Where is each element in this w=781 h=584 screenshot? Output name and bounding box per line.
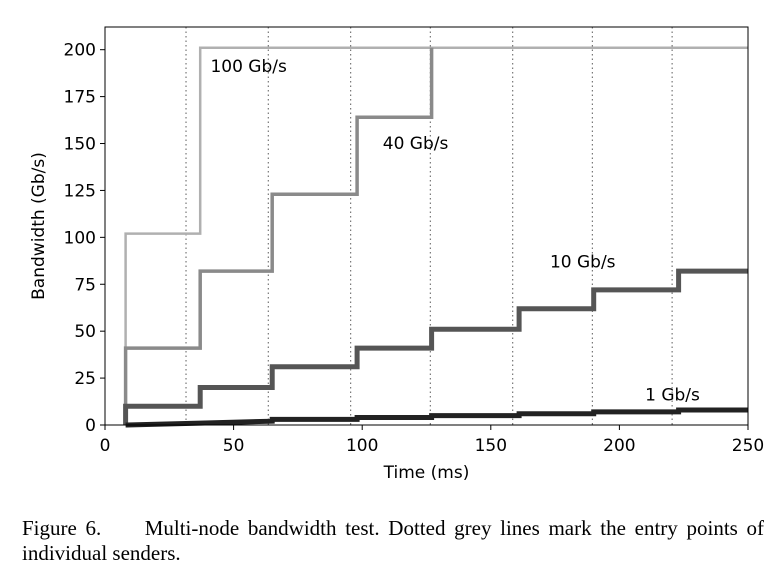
x-tick-label: 200 <box>603 436 635 456</box>
x-tick-label: 100 <box>346 436 378 456</box>
y-tick-label: 200 <box>64 41 96 61</box>
caption-text: Multi-node bandwidth test. Dotted grey l… <box>22 516 764 565</box>
series-label: 100 Gb/s <box>210 57 287 77</box>
figure-caption: Figure 6. Multi-node bandwidth test. Dot… <box>22 516 764 566</box>
series-lines <box>123 46 748 428</box>
x-tick-label: 50 <box>223 436 245 456</box>
axes <box>104 26 749 426</box>
series-line <box>125 407 748 428</box>
series-label: 1 Gb/s <box>645 386 700 406</box>
y-tick-label: 100 <box>64 228 96 248</box>
y-tick-label: 150 <box>64 135 96 155</box>
series-labels: 100 Gb/s 40 Gb/s 10 Gb/s 1 Gb/s <box>210 57 700 405</box>
series-line <box>124 46 748 425</box>
caption-lead: Figure 6. <box>22 516 102 540</box>
series-line <box>123 47 434 425</box>
series-line <box>123 268 748 425</box>
y-tick-label: 175 <box>64 88 96 108</box>
plot-frame <box>104 26 749 426</box>
series-label: 40 Gb/s <box>383 134 449 154</box>
y-tick-label: 75 <box>74 275 96 295</box>
y-tick-label: 50 <box>74 322 96 342</box>
tick-marks: 0 25 50 75 100 125 150 175 200 0 50 100 150 200 250 <box>64 41 765 456</box>
sender-entry-lines <box>185 27 673 425</box>
x-tick-label: 0 <box>100 436 111 456</box>
y-axis-label: Bandwidth (Gb/s) <box>29 152 49 300</box>
x-tick-label: 150 <box>475 436 507 456</box>
x-tick-label: 250 <box>732 436 764 456</box>
y-tick-label: 0 <box>85 416 96 436</box>
series-label: 10 Gb/s <box>550 252 616 272</box>
y-tick-label: 125 <box>64 181 96 201</box>
y-tick-label: 25 <box>74 369 96 389</box>
x-axis-label: Time (ms) <box>383 463 470 483</box>
